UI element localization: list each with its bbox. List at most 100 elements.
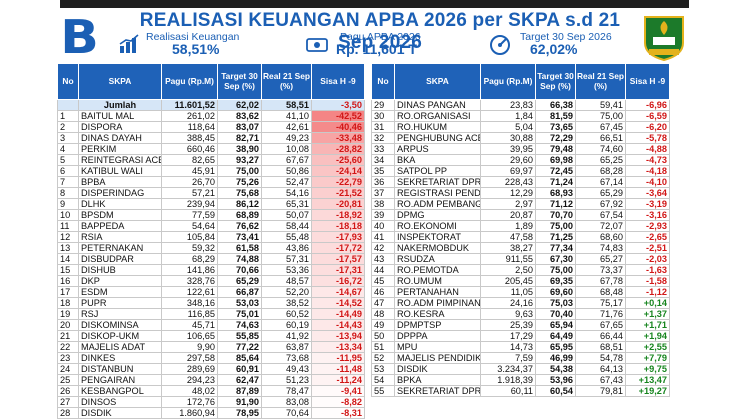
cell-sisa: -14,52 — [311, 297, 365, 309]
cell-skpa: DLHK — [78, 198, 162, 210]
cell-pagu: 30,88 — [480, 132, 536, 144]
cell-sisa: -3,16 — [625, 209, 670, 221]
table-row: 43 RSUDZA 911,55 67,30 65,27 -2,03 — [371, 253, 670, 265]
cell-target: 75,00 — [217, 165, 262, 177]
table-row: 8 DISPERINDAG 57,21 75,68 54,16 -21,52 — [57, 187, 365, 199]
cell-no: 25 — [57, 374, 79, 386]
col-header-pagu: Pagu (Rp.M) — [480, 63, 536, 100]
cell-no: 15 — [57, 264, 79, 276]
cell-sisa: -2,51 — [625, 242, 670, 254]
cell-real: 74,60 — [575, 143, 626, 155]
cell-pagu: 5,04 — [480, 121, 536, 133]
cell-pagu: 57,21 — [161, 187, 218, 199]
cell-sisa: -17,31 — [311, 264, 365, 276]
cell-skpa: NAKERMOBDUK — [394, 242, 481, 254]
cell-skpa: RO.KESRA — [394, 308, 481, 320]
cell-sisa: -17,57 — [311, 253, 365, 265]
table-row: 54 BPKA 1.918,39 53,96 67,43 +13,47 — [371, 374, 670, 386]
table-row: 50 DPPPA 17,29 64,49 66,44 +1,94 — [371, 330, 670, 342]
cell-target: 62,47 — [217, 374, 262, 386]
cell-pagu: 24,16 — [480, 297, 536, 309]
cell-pagu: 82,65 — [161, 154, 218, 166]
cell-target: 53,03 — [217, 297, 262, 309]
cell-pagu: 2,97 — [480, 198, 536, 210]
stat-target: Target 30 Sep 2026 62,02% — [489, 31, 639, 57]
cell-skpa: ARPUS — [394, 143, 481, 155]
cell-real: 50,07 — [261, 209, 312, 221]
stat-label: Pagu APBA 2026 — [340, 31, 421, 43]
cell-target: 53,96 — [535, 374, 576, 386]
cell-pagu: 3.234,37 — [480, 363, 536, 375]
cell-pagu: 205,45 — [480, 275, 536, 287]
cell-skpa: MPU — [394, 341, 481, 353]
cell-no: 35 — [371, 165, 395, 177]
cell-real: 68,48 — [575, 286, 626, 298]
table-row: 20 DISKOMINSA 45,71 74,63 60,19 -14,43 — [57, 319, 365, 331]
table-row: 27 DINSOS 172,76 91,90 83,08 -8,82 — [57, 396, 365, 408]
cell-sisa: -11,95 — [311, 352, 365, 364]
cell-real: 73,68 — [261, 352, 312, 364]
cell-no: 47 — [371, 297, 395, 309]
table-row: 55 SEKRETARIAT DPRA 60,11 60,54 79,81 +19,27 — [371, 385, 670, 397]
col-header-no: No — [57, 63, 79, 100]
cell-target: 55,85 — [217, 330, 262, 342]
cell-no: 1 — [57, 110, 79, 122]
cell-pagu: 25,39 — [480, 319, 536, 331]
table-row: 44 RO.PEMOTDA 2,50 75,00 73,37 -1,63 — [371, 264, 670, 276]
cell-skpa: DPMG — [394, 209, 481, 221]
cell-sisa: -42,52 — [311, 110, 365, 122]
cell-sisa: +13,47 — [625, 374, 670, 386]
cell-skpa: DISPORA — [78, 121, 162, 133]
cell-pagu: 1,89 — [480, 220, 536, 232]
cell-real: 59,41 — [575, 99, 626, 111]
cell-target: 46,99 — [535, 352, 576, 364]
cell-sisa: -17,72 — [311, 242, 365, 254]
table-row: 18 PUPR 348,16 53,03 38,52 -14,52 — [57, 297, 365, 309]
cell-real: 67,78 — [575, 275, 626, 287]
cell-pagu: 7,59 — [480, 352, 536, 364]
cell-sisa: -24,14 — [311, 165, 365, 177]
table-row: 9 DLHK 239,94 86,12 65,31 -20,81 — [57, 198, 365, 210]
cell-real: 68,28 — [575, 165, 626, 177]
cell-no: 53 — [371, 363, 395, 375]
cell-target: 71,24 — [535, 176, 576, 188]
cell-pagu: 141,86 — [161, 264, 218, 276]
total-row: Jumlah 11.601,52 62,02 58,51 -3,50 — [57, 99, 365, 111]
cell-no: 5 — [57, 154, 79, 166]
cell-target: 38,90 — [217, 143, 262, 155]
cell-sisa: +1,37 — [625, 308, 670, 320]
cell-target: 60,54 — [535, 385, 576, 397]
cell-sisa: -6,20 — [625, 121, 670, 133]
cell-skpa: DISPERINDAG — [78, 187, 162, 199]
cell-sisa: +7,79 — [625, 352, 670, 364]
cell-real: 67,14 — [575, 176, 626, 188]
table-row: 51 MPU 14,73 65,95 68,51 +2,55 — [371, 341, 670, 353]
cell-sisa: -25,60 — [311, 154, 365, 166]
cell-no: 28 — [57, 407, 79, 419]
cell-skpa: SEKRETARIAT DPRA — [394, 176, 481, 188]
cell-real: 68,60 — [575, 231, 626, 243]
table-row: 28 DISDIK 1.860,94 78,95 70,64 -8,31 — [57, 407, 365, 419]
cell-no: 17 — [57, 286, 79, 298]
cell-sisa: +0,14 — [625, 297, 670, 309]
cell-real: 43,86 — [261, 242, 312, 254]
stat-realisasi: Realisasi Keuangan 58,51% — [118, 31, 268, 57]
cell-skpa: KATIBUL WALI — [78, 165, 162, 177]
left-table: No SKPA Pagu (Rp.M) Target 30 Sep (%) Re… — [57, 63, 365, 419]
cell-real: 50,86 — [261, 165, 312, 177]
cell-sisa: -17,93 — [311, 231, 365, 243]
top-bar — [60, 0, 689, 8]
total-real: 58,51 — [261, 99, 312, 111]
cell-pagu: 348,16 — [161, 297, 218, 309]
cell-skpa: DISDIK — [394, 363, 481, 375]
cell-skpa: BPSDM — [78, 209, 162, 221]
cell-target: 68,89 — [217, 209, 262, 221]
cell-no: 38 — [371, 198, 395, 210]
cell-sisa: +1,71 — [625, 319, 670, 331]
table-row: 7 BPBA 26,70 75,26 52,47 -22,79 — [57, 176, 365, 188]
cell-skpa: ESDM — [78, 286, 162, 298]
cell-pagu: 48,02 — [161, 385, 218, 397]
cell-target: 72,29 — [535, 132, 576, 144]
cell-sisa: -18,18 — [311, 220, 365, 232]
table-row: 23 DINKES 297,58 85,64 73,68 -11,95 — [57, 352, 365, 364]
